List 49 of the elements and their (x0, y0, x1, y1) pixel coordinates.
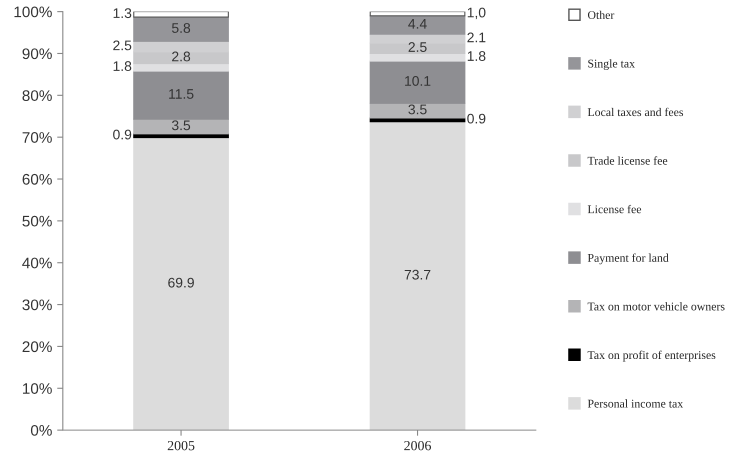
y-tick-label: 20% (22, 341, 52, 352)
data-label: 2.5 (113, 40, 132, 50)
data-label: 69.9 (168, 278, 194, 288)
data-label: 5.8 (172, 23, 190, 33)
x-tick-label: 2006 (404, 440, 432, 450)
data-label: 11.5 (169, 89, 194, 99)
y-tick-label: 50% (22, 216, 52, 227)
bar (133, 118, 229, 134)
data-label: 4.4 (408, 19, 427, 29)
x-tick-label: 2005 (168, 440, 194, 450)
legend-label: Single tax (588, 59, 635, 70)
data-label: 10.1 (405, 76, 430, 86)
y-tick-label: 100% (14, 6, 52, 18)
y-tick-label: 70% (22, 132, 52, 143)
data-label: 2.5 (408, 42, 427, 52)
y-tick-label: 60% (22, 174, 52, 185)
legend-label: Local taxes and fees (588, 108, 684, 116)
legend-label: Personal income tax (588, 399, 684, 408)
y-tick-label: 40% (22, 258, 52, 268)
data-label: 1,0 (468, 8, 486, 20)
data-label: 0.9 (467, 114, 486, 124)
bar (370, 121, 466, 430)
bar (133, 137, 229, 430)
bar (370, 15, 466, 35)
data-label: 2.1 (467, 32, 486, 42)
legend-label: Other (588, 10, 614, 20)
y-tick-label: 30% (22, 299, 52, 310)
data-label: 2.8 (172, 52, 190, 62)
data-label: 3.5 (172, 120, 190, 130)
y-tick-label: 0% (30, 424, 52, 436)
bar (370, 60, 466, 104)
bar (133, 70, 229, 120)
data-label: 73.7 (404, 270, 430, 280)
y-tick-label: 10% (22, 383, 52, 394)
data-label: 3.5 (408, 104, 427, 114)
legend-label: Tax on profit of enterprises (588, 350, 716, 362)
bar (370, 12, 466, 16)
legend-label: Trade license fee (588, 156, 668, 165)
bar (133, 12, 229, 18)
legend-label: Tax on motor vehicle owners (588, 302, 725, 310)
data-label: 1.8 (468, 51, 486, 61)
legend-label: License fee (588, 204, 642, 214)
bar (133, 16, 229, 42)
data-label: 1.8 (114, 61, 132, 72)
data-label: 0.9 (113, 130, 132, 140)
y-tick-label: 90% (22, 48, 52, 60)
legend-label: Payment for land (588, 253, 669, 264)
y-tick-label: 80% (22, 90, 52, 102)
data-label: 1.3 (114, 8, 132, 18)
